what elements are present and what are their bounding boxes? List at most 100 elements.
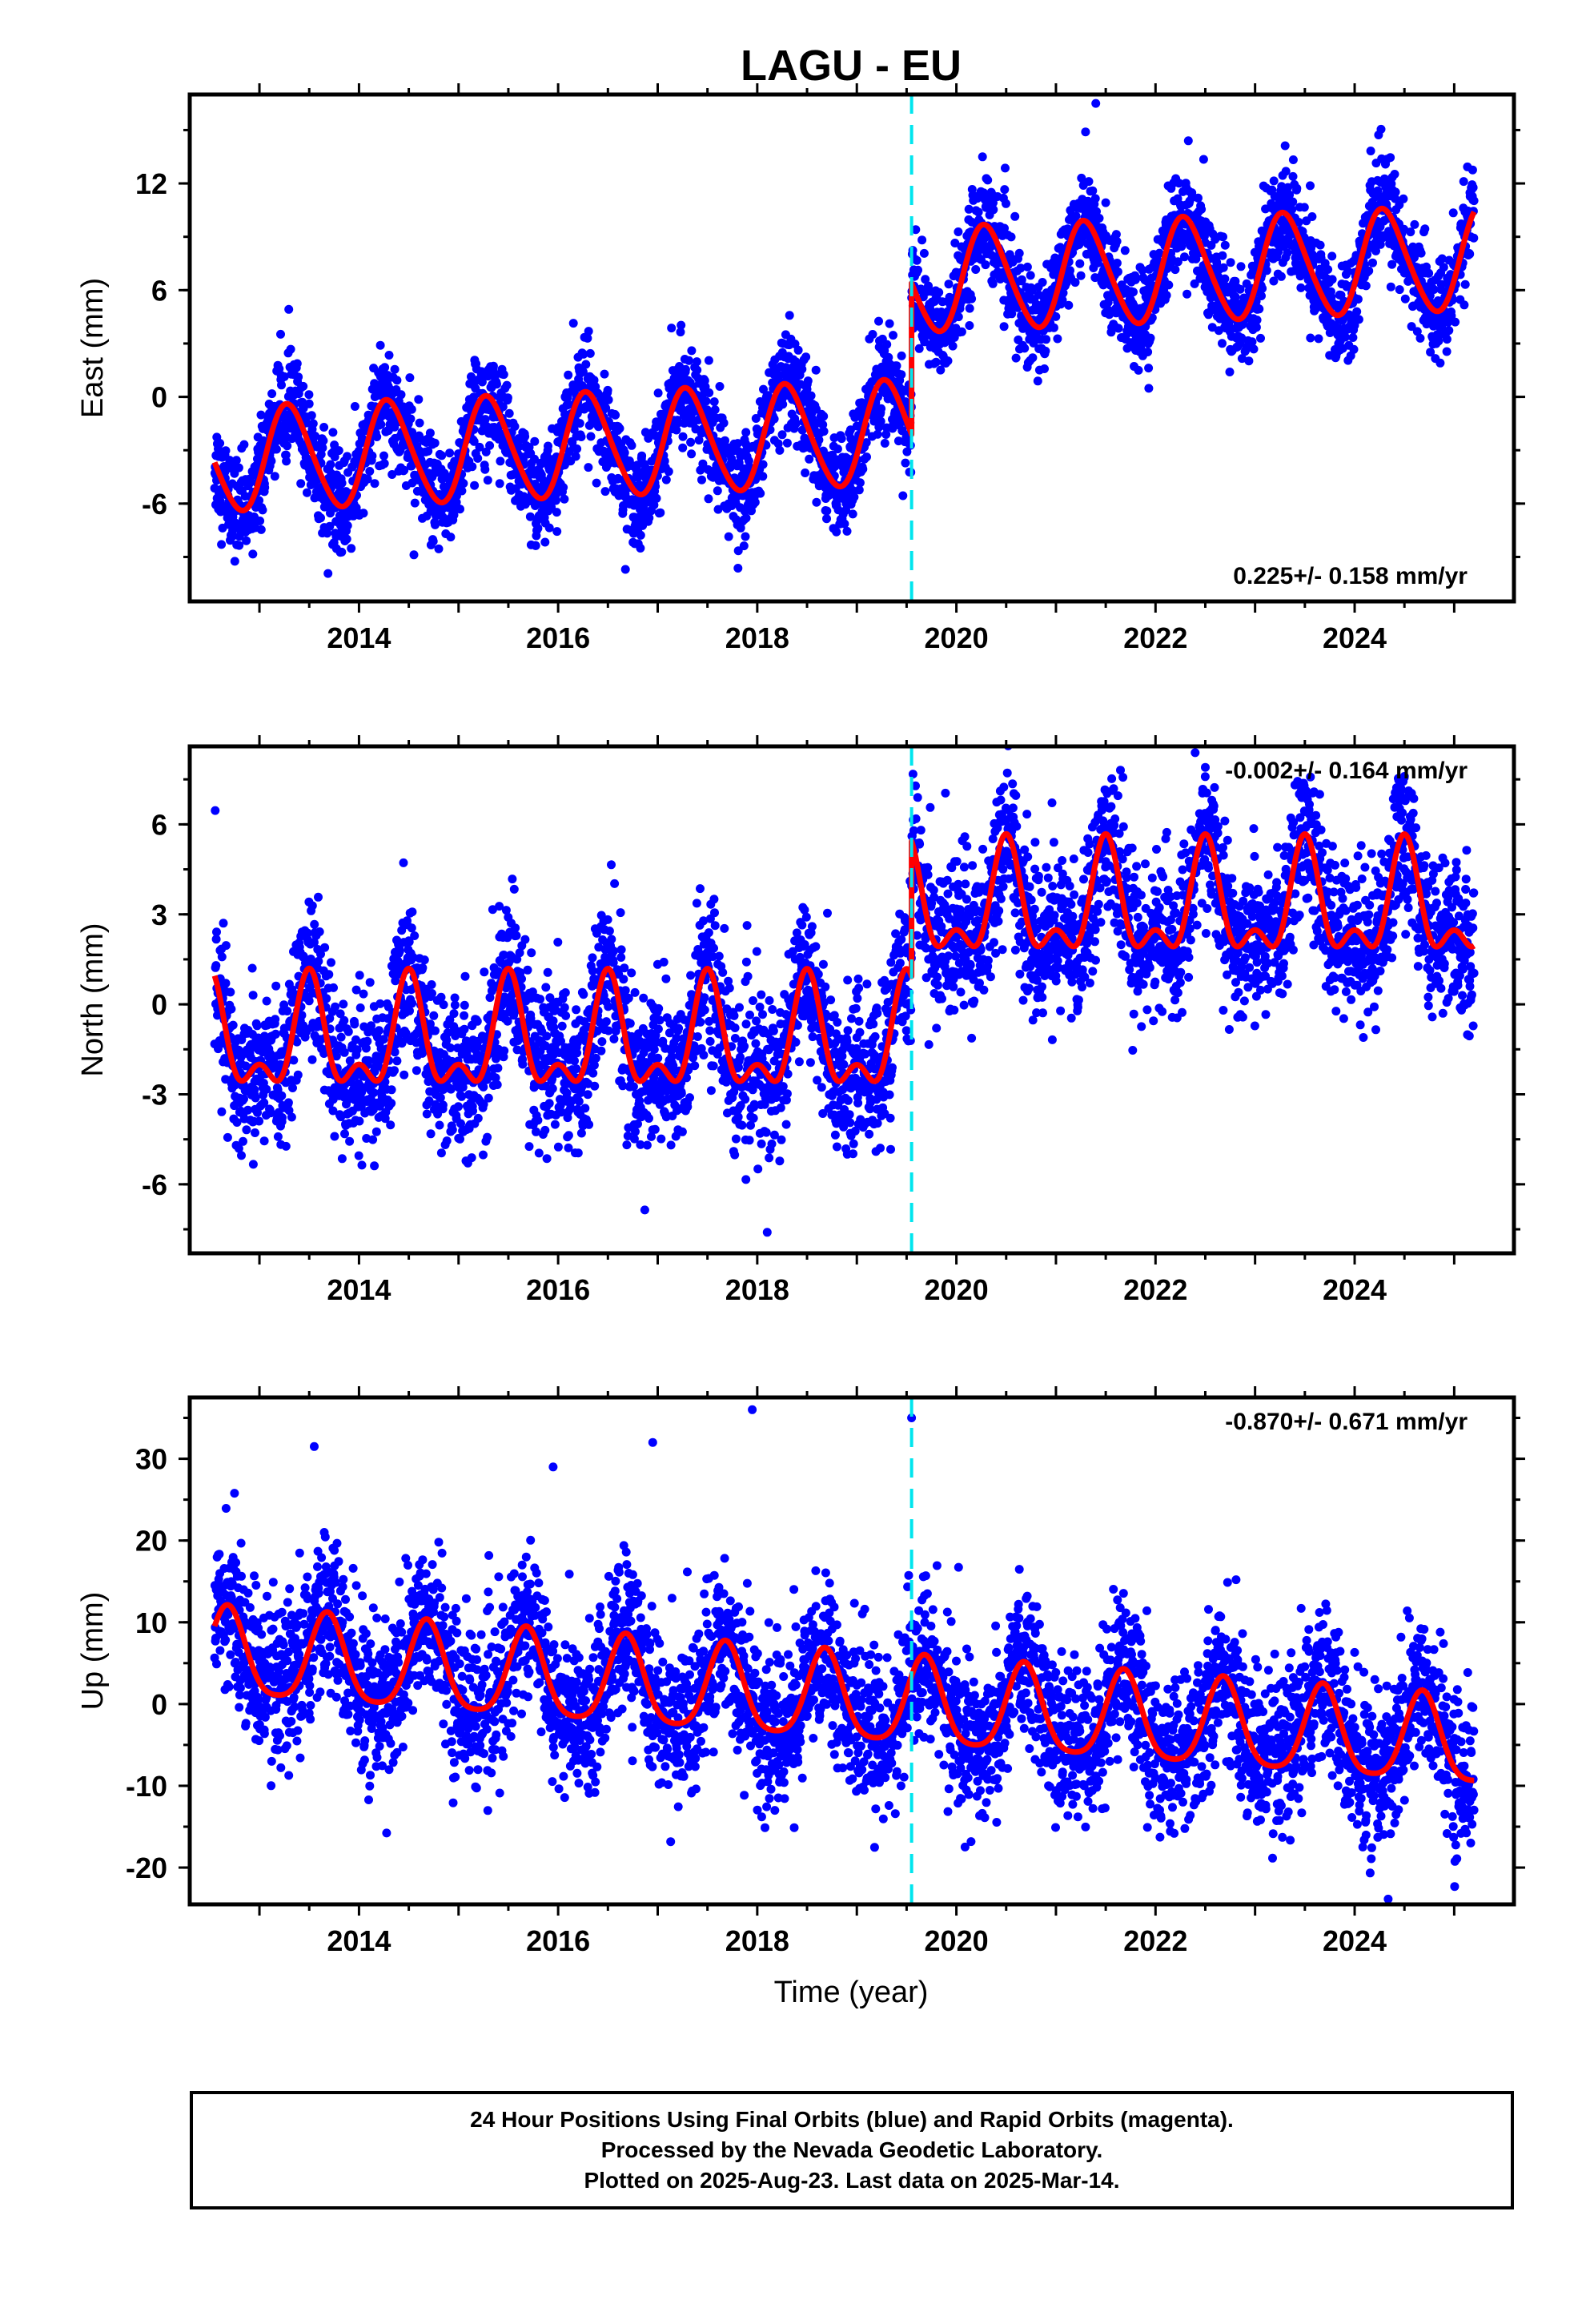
data-point bbox=[228, 1020, 238, 1030]
data-point bbox=[1451, 317, 1460, 327]
data-point bbox=[564, 400, 574, 409]
data-point bbox=[1299, 203, 1309, 212]
data-point bbox=[1442, 335, 1452, 344]
data-point bbox=[898, 491, 908, 501]
data-point bbox=[256, 410, 266, 420]
data-point bbox=[365, 467, 375, 476]
data-point bbox=[304, 399, 314, 408]
data-point bbox=[1448, 208, 1458, 218]
data-point bbox=[1040, 364, 1049, 373]
data-point bbox=[1276, 271, 1286, 281]
data-point bbox=[678, 432, 688, 441]
data-point bbox=[978, 152, 987, 162]
data-point bbox=[316, 449, 326, 459]
data-point bbox=[1162, 291, 1171, 300]
data-point bbox=[1386, 282, 1395, 292]
data-point bbox=[637, 451, 647, 460]
data-point bbox=[293, 1070, 303, 1080]
data-point bbox=[252, 1021, 262, 1031]
data-point bbox=[326, 460, 335, 469]
data-point bbox=[340, 1129, 349, 1139]
data-point bbox=[1112, 259, 1122, 267]
data-point bbox=[248, 991, 258, 1000]
data-point bbox=[652, 493, 661, 503]
data-point bbox=[1101, 198, 1110, 207]
data-point bbox=[359, 989, 368, 999]
data-point bbox=[568, 319, 578, 328]
data-point bbox=[862, 452, 871, 462]
data-point bbox=[282, 456, 291, 466]
data-point bbox=[801, 468, 810, 477]
data-point bbox=[273, 1132, 283, 1141]
data-point bbox=[572, 444, 582, 453]
data-point bbox=[410, 498, 420, 508]
data-point bbox=[256, 525, 266, 534]
data-point bbox=[931, 357, 941, 367]
data-point bbox=[278, 1113, 287, 1122]
data-point bbox=[488, 361, 498, 371]
data-point bbox=[387, 1085, 396, 1095]
data-point bbox=[330, 1132, 339, 1141]
data-point bbox=[248, 1160, 258, 1169]
data-point bbox=[1070, 278, 1080, 287]
data-point bbox=[239, 1094, 248, 1104]
data-point bbox=[231, 456, 241, 465]
data-point bbox=[325, 521, 335, 531]
data-point bbox=[230, 557, 239, 566]
data-point bbox=[1049, 323, 1058, 332]
data-point bbox=[430, 438, 440, 448]
data-point bbox=[1071, 211, 1081, 221]
data-point bbox=[1144, 384, 1154, 393]
data-point bbox=[1033, 376, 1042, 386]
data-point bbox=[1041, 346, 1050, 356]
data-point bbox=[308, 419, 318, 428]
data-point bbox=[685, 356, 693, 365]
data-point bbox=[627, 440, 636, 450]
data-point bbox=[559, 483, 568, 493]
data-point bbox=[1244, 356, 1254, 366]
data-point bbox=[611, 410, 620, 420]
data-point bbox=[989, 205, 998, 215]
data-point bbox=[1017, 275, 1026, 284]
rate-label: 0.225+/- 0.158 mm/yr bbox=[1233, 563, 1468, 589]
data-point bbox=[251, 1128, 259, 1137]
data-point bbox=[327, 958, 335, 967]
data-point bbox=[944, 279, 954, 289]
data-point bbox=[1364, 266, 1374, 275]
data-point bbox=[1114, 324, 1123, 333]
data-point bbox=[1226, 258, 1235, 267]
data-point bbox=[255, 496, 264, 505]
data-point bbox=[299, 381, 308, 391]
data-point bbox=[343, 521, 352, 530]
data-point bbox=[819, 427, 829, 436]
data-point bbox=[858, 464, 868, 474]
data-point bbox=[483, 476, 492, 485]
data-point bbox=[469, 436, 479, 446]
data-point bbox=[363, 1036, 372, 1046]
data-point bbox=[1327, 251, 1337, 261]
data-point bbox=[347, 544, 356, 553]
data-point bbox=[343, 1027, 353, 1036]
data-point bbox=[636, 530, 645, 540]
data-point bbox=[586, 432, 596, 441]
data-point bbox=[1468, 183, 1478, 192]
data-point bbox=[1323, 265, 1333, 274]
data-point bbox=[1094, 214, 1104, 223]
data-point bbox=[897, 370, 906, 380]
data-point bbox=[368, 1135, 378, 1144]
data-point bbox=[1416, 248, 1426, 258]
data-point bbox=[721, 436, 729, 445]
data-point bbox=[1022, 262, 1032, 271]
data-point bbox=[620, 565, 630, 574]
data-point bbox=[540, 537, 550, 547]
data-point bbox=[934, 287, 944, 297]
data-point bbox=[286, 344, 295, 354]
data-point bbox=[560, 494, 569, 504]
data-point bbox=[1006, 232, 1016, 242]
data-point bbox=[1280, 141, 1290, 151]
data-point bbox=[1283, 248, 1292, 258]
data-point bbox=[345, 1136, 355, 1146]
data-point bbox=[270, 472, 279, 481]
data-point bbox=[880, 439, 889, 448]
y-tick-label: 0 bbox=[151, 381, 167, 414]
